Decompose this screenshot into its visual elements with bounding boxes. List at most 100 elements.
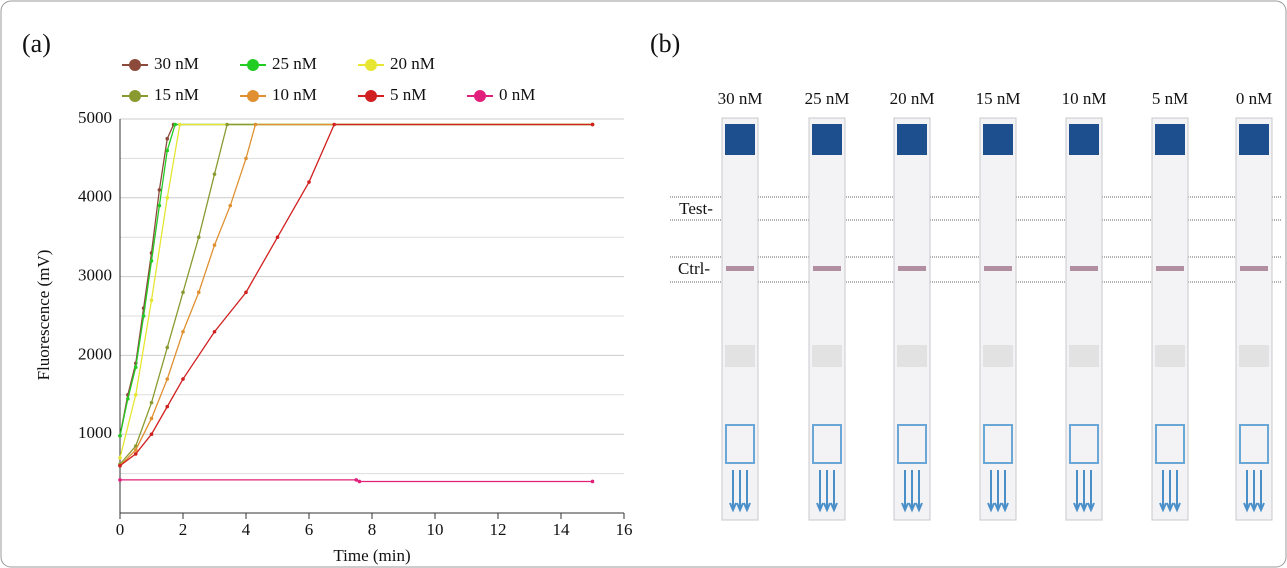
arrow xyxy=(736,470,744,513)
label-area xyxy=(1239,424,1269,464)
x-tick-label: 8 xyxy=(368,520,377,539)
series-line xyxy=(119,123,593,467)
data-point xyxy=(165,377,170,381)
control-line xyxy=(984,266,1012,271)
data-point xyxy=(118,463,122,468)
arrow xyxy=(743,470,751,513)
data-point xyxy=(181,329,185,334)
sample-pad xyxy=(725,345,755,367)
x-axis-label: Time (min) xyxy=(333,546,410,565)
arrow xyxy=(908,470,916,513)
arrow xyxy=(901,470,909,513)
label-area xyxy=(812,424,842,464)
sample-pad xyxy=(983,345,1013,367)
strip-cap xyxy=(1239,124,1269,155)
x-tick-label: 14 xyxy=(553,520,571,539)
data-point xyxy=(212,329,217,334)
control-line xyxy=(813,266,841,271)
control-line xyxy=(1240,266,1268,271)
arrow xyxy=(1080,470,1088,513)
arrow xyxy=(915,470,923,513)
data-point xyxy=(149,416,154,421)
panel-label: (b) xyxy=(650,29,680,58)
legend-marker xyxy=(365,90,377,102)
arrow xyxy=(1159,470,1167,513)
data-point xyxy=(165,148,170,153)
data-point xyxy=(118,456,122,460)
data-point xyxy=(157,188,162,192)
label-area xyxy=(725,424,755,464)
legend-label: 0 nM xyxy=(499,85,535,104)
data-point xyxy=(196,235,201,239)
test-strip xyxy=(808,117,846,521)
legend-label: 15 nM xyxy=(154,85,199,104)
data-point xyxy=(149,298,154,303)
control-line xyxy=(1156,266,1184,271)
strip-label: 15 nM xyxy=(976,89,1021,108)
data-point xyxy=(133,393,138,397)
guide-lines xyxy=(670,196,1282,283)
legend-label: 5 nM xyxy=(390,85,426,104)
label-area xyxy=(1069,424,1099,464)
x-tick-label: 10 xyxy=(427,520,444,539)
y-tick-label: 4000 xyxy=(78,187,112,206)
test-strip xyxy=(1235,117,1273,521)
arrow xyxy=(1166,470,1174,513)
x-tick-label: 4 xyxy=(242,520,251,539)
arrow xyxy=(1001,470,1009,513)
legend-marker xyxy=(247,59,259,71)
sample-pad xyxy=(1239,345,1269,367)
x-tick-label: 2 xyxy=(179,520,188,539)
data-point xyxy=(244,156,248,161)
data-point xyxy=(225,122,229,127)
arrow xyxy=(823,470,831,513)
data-point xyxy=(332,122,337,127)
data-point xyxy=(275,235,280,239)
data-point xyxy=(133,448,138,452)
legend-marker xyxy=(365,59,377,71)
panel-label: (a) xyxy=(22,29,51,58)
legend-label: 25 nM xyxy=(272,54,317,73)
label-area xyxy=(983,424,1013,464)
data-point xyxy=(228,203,233,208)
control-line xyxy=(726,266,754,271)
strip-label: 0 nM xyxy=(1236,89,1272,108)
data-point xyxy=(165,404,170,409)
data-point xyxy=(173,122,177,127)
test-strip xyxy=(1151,117,1189,521)
arrow xyxy=(1173,470,1181,513)
data-point xyxy=(590,122,595,127)
y-tick-label: 1000 xyxy=(78,423,112,442)
strip-cap xyxy=(812,124,842,155)
legend-marker xyxy=(129,59,141,71)
control-line xyxy=(1070,266,1098,271)
data-point xyxy=(178,122,182,127)
data-point xyxy=(118,478,122,482)
series-line xyxy=(119,123,593,465)
strip-body xyxy=(1065,117,1103,521)
strip-cap xyxy=(1069,124,1099,155)
series-line xyxy=(119,123,593,458)
control-line xyxy=(898,266,926,271)
strip-body xyxy=(721,117,759,521)
arrow xyxy=(729,470,737,513)
data-point xyxy=(357,479,362,484)
data-point xyxy=(165,136,170,141)
data-point xyxy=(126,396,130,401)
legend-marker xyxy=(129,90,141,102)
data-point xyxy=(181,290,185,295)
data-point xyxy=(157,203,162,208)
data-point xyxy=(590,479,595,484)
arrow xyxy=(994,470,1002,513)
test-label: Test- xyxy=(679,199,713,218)
series-line xyxy=(119,123,593,436)
legend-marker xyxy=(474,90,486,102)
sample-pad xyxy=(1155,345,1185,367)
y-axis-label: Fluorescence (mV) xyxy=(34,250,53,381)
y-tick-label: 2000 xyxy=(78,344,112,363)
legend-label: 10 nM xyxy=(272,85,317,104)
strip-body xyxy=(1235,117,1273,521)
strip-cap xyxy=(983,124,1013,155)
